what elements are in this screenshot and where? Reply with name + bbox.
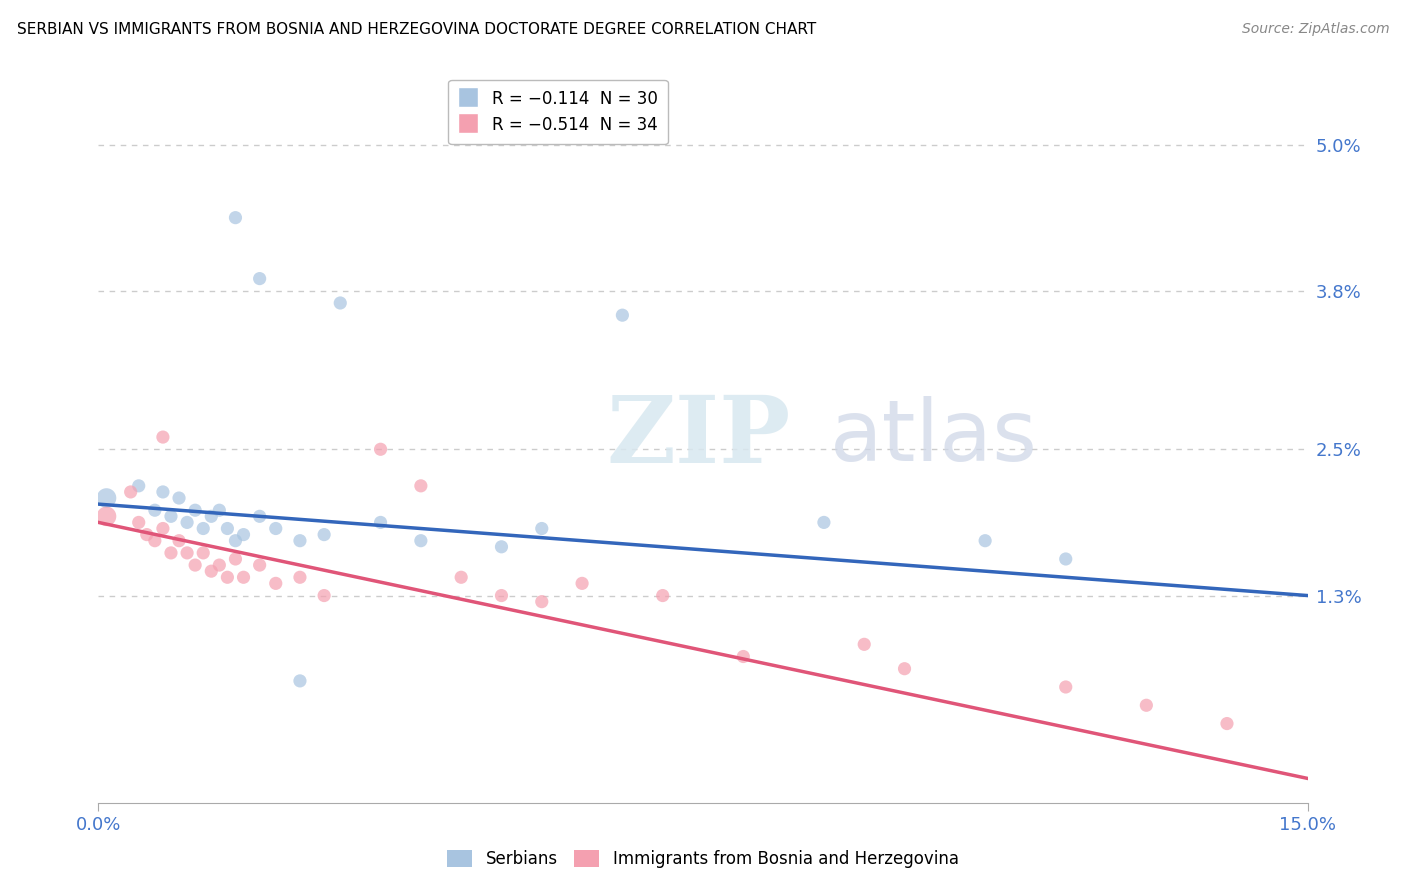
Point (893, 662, 915, 676)
Point (264, 521, 287, 535)
Point (409, 533, 432, 548)
Point (176, 516, 198, 530)
Point (208, 503, 231, 517)
Point (128, 479, 150, 493)
Point (1216, 716, 1239, 731)
Point (120, 485, 142, 500)
Legend: Serbians, Immigrants from Bosnia and Herzegovina: Serbians, Immigrants from Bosnia and Her… (440, 843, 966, 875)
Point (167, 533, 190, 548)
Point (135, 527, 157, 541)
Point (409, 479, 432, 493)
Point (232, 570, 254, 584)
Point (176, 546, 198, 560)
Point (152, 521, 174, 535)
Point (96, 509, 118, 524)
Point (530, 521, 553, 535)
Point (143, 503, 166, 517)
Point (450, 570, 472, 584)
Point (96, 491, 118, 505)
Text: Source: ZipAtlas.com: Source: ZipAtlas.com (1241, 22, 1389, 37)
Point (232, 527, 254, 541)
Point (264, 576, 287, 591)
Point (314, 589, 336, 603)
Point (200, 509, 222, 524)
Point (208, 558, 231, 573)
Point (974, 533, 997, 548)
Point (217, 521, 239, 535)
Text: ZIP: ZIP (606, 392, 790, 482)
Point (288, 673, 311, 688)
Point (288, 570, 311, 584)
Point (167, 491, 190, 505)
Point (184, 558, 207, 573)
Point (314, 527, 336, 541)
Point (329, 296, 352, 310)
Point (184, 503, 207, 517)
Point (224, 211, 246, 225)
Point (128, 516, 150, 530)
Point (160, 546, 183, 560)
Point (152, 485, 174, 500)
Point (1054, 680, 1077, 694)
Point (249, 509, 271, 524)
Point (1054, 552, 1077, 566)
Text: atlas: atlas (830, 395, 1038, 479)
Point (217, 570, 239, 584)
Point (224, 533, 246, 548)
Point (491, 540, 513, 554)
Point (160, 509, 183, 524)
Point (224, 552, 246, 566)
Point (249, 558, 271, 573)
Point (612, 308, 634, 322)
Point (733, 649, 755, 664)
Point (143, 533, 166, 548)
Point (1135, 698, 1157, 713)
Point (193, 521, 215, 535)
Point (152, 430, 174, 444)
Text: SERBIAN VS IMMIGRANTS FROM BOSNIA AND HERZEGOVINA DOCTORATE DEGREE CORRELATION C: SERBIAN VS IMMIGRANTS FROM BOSNIA AND HE… (17, 22, 815, 37)
Point (491, 589, 513, 603)
Point (249, 271, 271, 285)
Point (813, 516, 835, 530)
Point (193, 546, 215, 560)
Legend: R = −0.114  N = 30, R = −0.514  N = 34: R = −0.114 N = 30, R = −0.514 N = 34 (449, 79, 668, 145)
Point (200, 564, 222, 578)
Point (370, 516, 392, 530)
Point (288, 533, 311, 548)
Point (370, 442, 392, 457)
Point (530, 594, 553, 608)
Point (651, 589, 673, 603)
Point (853, 637, 876, 651)
Point (571, 576, 593, 591)
